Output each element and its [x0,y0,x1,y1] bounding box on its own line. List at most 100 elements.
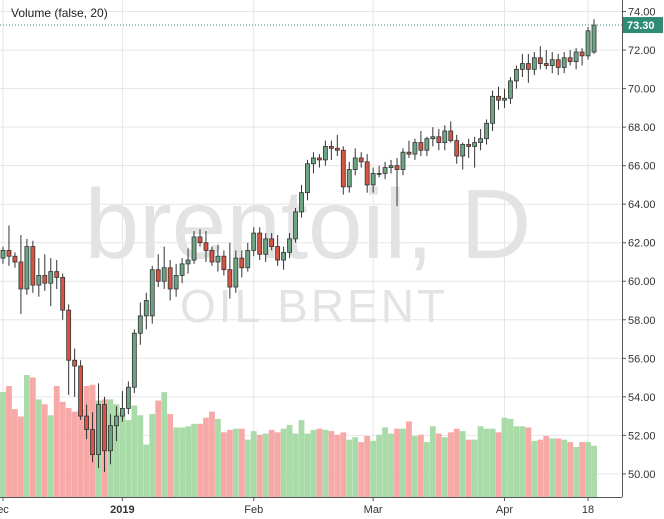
volume-bar [215,418,221,497]
volume-bar [59,401,66,497]
volume-bar [370,440,377,497]
candle-body [102,404,107,452]
volume-bar [531,440,538,497]
x-tick-label: Feb [244,504,263,516]
y-tick-label: 72.00 [628,45,656,57]
candle-body [191,236,197,261]
volume-bar [226,429,233,497]
volume-bar [459,431,466,497]
volume-bar [561,439,568,497]
candle-body [328,146,334,149]
volume-bar [280,428,287,497]
candle-body [6,250,12,257]
y-tick-label: 66.00 [628,161,656,173]
candle-body [48,271,54,284]
candle-body [299,192,304,213]
volume-bar [262,433,269,497]
y-tick-label: 58.00 [628,315,656,327]
y-tick-label: 60.00 [628,276,656,288]
volume-bar [203,417,209,497]
volume-bar [495,432,502,497]
y-tick-label: 50.00 [628,469,656,481]
volume-bar [18,416,24,497]
candle-body [472,142,478,147]
candlesticks [0,19,597,472]
candle-body [90,429,95,456]
candle-body [579,51,585,57]
volume-bar [364,436,371,497]
volume-bar [292,433,299,497]
volume-bar [316,428,323,497]
candle-body [460,144,466,157]
candle-body [275,246,281,261]
volume-bar [453,428,460,497]
volume-bar [418,434,424,497]
candle-body [161,267,167,282]
volume-bar [250,431,257,497]
candle-body [12,255,18,263]
candle-body [311,157,316,165]
volume-bar [376,434,383,497]
volume-bar [412,436,418,497]
volume-bar [197,423,203,497]
volume-bar [77,409,84,497]
candle-body [96,404,101,456]
candle-body [221,255,227,271]
volume-bar [220,432,227,497]
volume-bar [441,437,448,497]
candle-body [108,425,113,452]
candle-body [239,257,245,269]
x-tick-label: Mar [364,504,383,516]
volume-bar [137,415,144,497]
volume-bar [477,426,484,497]
volume-bar [567,442,574,497]
candle-body [42,275,48,284]
volume-bar [489,428,496,497]
volume-bar [579,442,585,497]
candle-body [543,63,549,66]
candle-body [125,386,131,409]
candle-body [317,157,322,161]
volume-bar [185,426,191,497]
volume-bar [65,407,72,497]
candle-body [514,68,519,82]
candle-body [18,261,24,290]
y-tick-label: 74.00 [628,7,656,19]
volume-study-label[interactable]: Volume (false, 20) [11,6,108,20]
candle-body [525,63,531,70]
volume-bar [394,428,400,497]
candle-body [382,167,388,174]
volume-bar [6,385,12,497]
volume-bar [119,412,126,497]
candle-body [388,165,394,168]
candle-body [173,275,179,290]
volume-bar [12,409,18,497]
volume-bar [525,427,532,497]
candle-body [364,161,370,186]
y-tick-label: 70.00 [628,84,656,96]
volume-bar [573,446,580,497]
volume-bars [0,375,597,497]
candle-body [155,269,161,282]
candle-body [531,57,537,70]
last-price-marker: 73.30 [0,17,663,34]
volume-bar [352,437,359,497]
candle-body [585,30,591,57]
volume-bar [209,411,215,497]
candle-body [185,259,191,265]
candle-body [24,246,30,290]
volume-bar [471,439,478,497]
y-tick-label: 56.00 [628,353,656,365]
candle-body [305,163,310,194]
volume-bar [429,426,436,497]
volume-bar [131,405,138,497]
candle-body [322,146,328,161]
candle-body [567,57,573,63]
candle-body [490,95,495,124]
candle-body [60,276,66,311]
candle-body [66,309,72,361]
candle-body [466,144,472,147]
